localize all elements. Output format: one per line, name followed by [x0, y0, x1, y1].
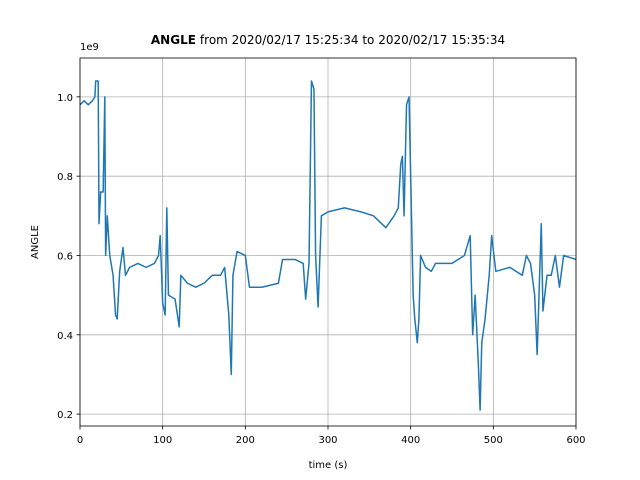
x-tick-label: 0	[77, 435, 83, 446]
x-tick-label: 400	[401, 435, 420, 446]
x-tick-label: 600	[566, 435, 585, 446]
y-tick-label: 1.0	[57, 93, 73, 104]
title-bold: ANGLE	[151, 33, 196, 47]
y-tick-label: 0.8	[57, 172, 73, 183]
x-tick-label: 200	[236, 435, 255, 446]
title-rest: from 2020/02/17 15:25:34 to 2020/02/17 1…	[200, 33, 505, 47]
y-axis-label: ANGLE	[30, 225, 41, 259]
chart-title: ANGLE from 2020/02/17 15:25:34 to 2020/02…	[151, 33, 505, 47]
x-tick-label: 100	[153, 435, 172, 446]
x-tick-label: 300	[318, 435, 337, 446]
x-tick-label: 500	[484, 435, 503, 446]
x-axis-label: time (s)	[309, 460, 348, 471]
data-line	[79, 80, 577, 411]
y-tick-label: 0.2	[57, 410, 73, 421]
y-tick-label: 0.6	[57, 251, 73, 262]
offset-label: 1e9	[80, 42, 99, 53]
y-tick-label: 0.4	[57, 331, 73, 342]
axes-frame	[79, 57, 577, 427]
